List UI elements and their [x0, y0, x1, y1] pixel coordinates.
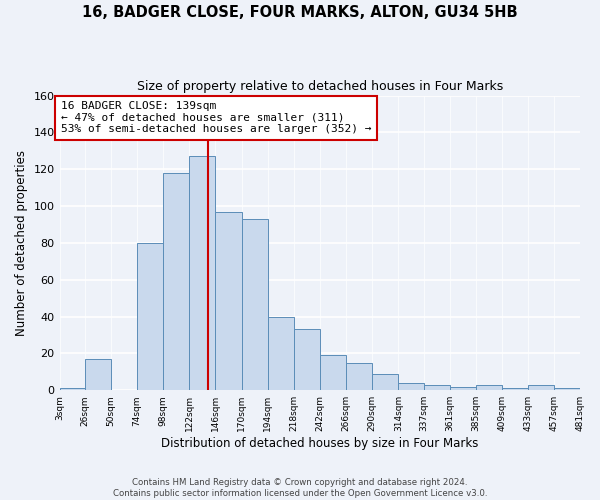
- Bar: [85, 359, 111, 390]
- Bar: [242, 219, 268, 390]
- Text: 16, BADGER CLOSE, FOUR MARKS, ALTON, GU34 5HB: 16, BADGER CLOSE, FOUR MARKS, ALTON, GU3…: [82, 5, 518, 20]
- Bar: [476, 384, 502, 390]
- Bar: [294, 330, 320, 390]
- Bar: [398, 383, 424, 390]
- Bar: [554, 388, 580, 390]
- Bar: [424, 384, 450, 390]
- Bar: [59, 388, 85, 390]
- Bar: [137, 243, 163, 390]
- Bar: [502, 388, 528, 390]
- Bar: [346, 362, 373, 390]
- Bar: [528, 384, 554, 390]
- Text: 16 BADGER CLOSE: 139sqm
← 47% of detached houses are smaller (311)
53% of semi-d: 16 BADGER CLOSE: 139sqm ← 47% of detache…: [61, 101, 371, 134]
- X-axis label: Distribution of detached houses by size in Four Marks: Distribution of detached houses by size …: [161, 437, 479, 450]
- Title: Size of property relative to detached houses in Four Marks: Size of property relative to detached ho…: [137, 80, 503, 93]
- Bar: [320, 355, 346, 390]
- Text: Contains HM Land Registry data © Crown copyright and database right 2024.
Contai: Contains HM Land Registry data © Crown c…: [113, 478, 487, 498]
- Y-axis label: Number of detached properties: Number of detached properties: [15, 150, 28, 336]
- Bar: [215, 212, 242, 390]
- Bar: [163, 173, 189, 390]
- Bar: [450, 386, 476, 390]
- Bar: [268, 316, 294, 390]
- Bar: [189, 156, 215, 390]
- Bar: [373, 374, 398, 390]
